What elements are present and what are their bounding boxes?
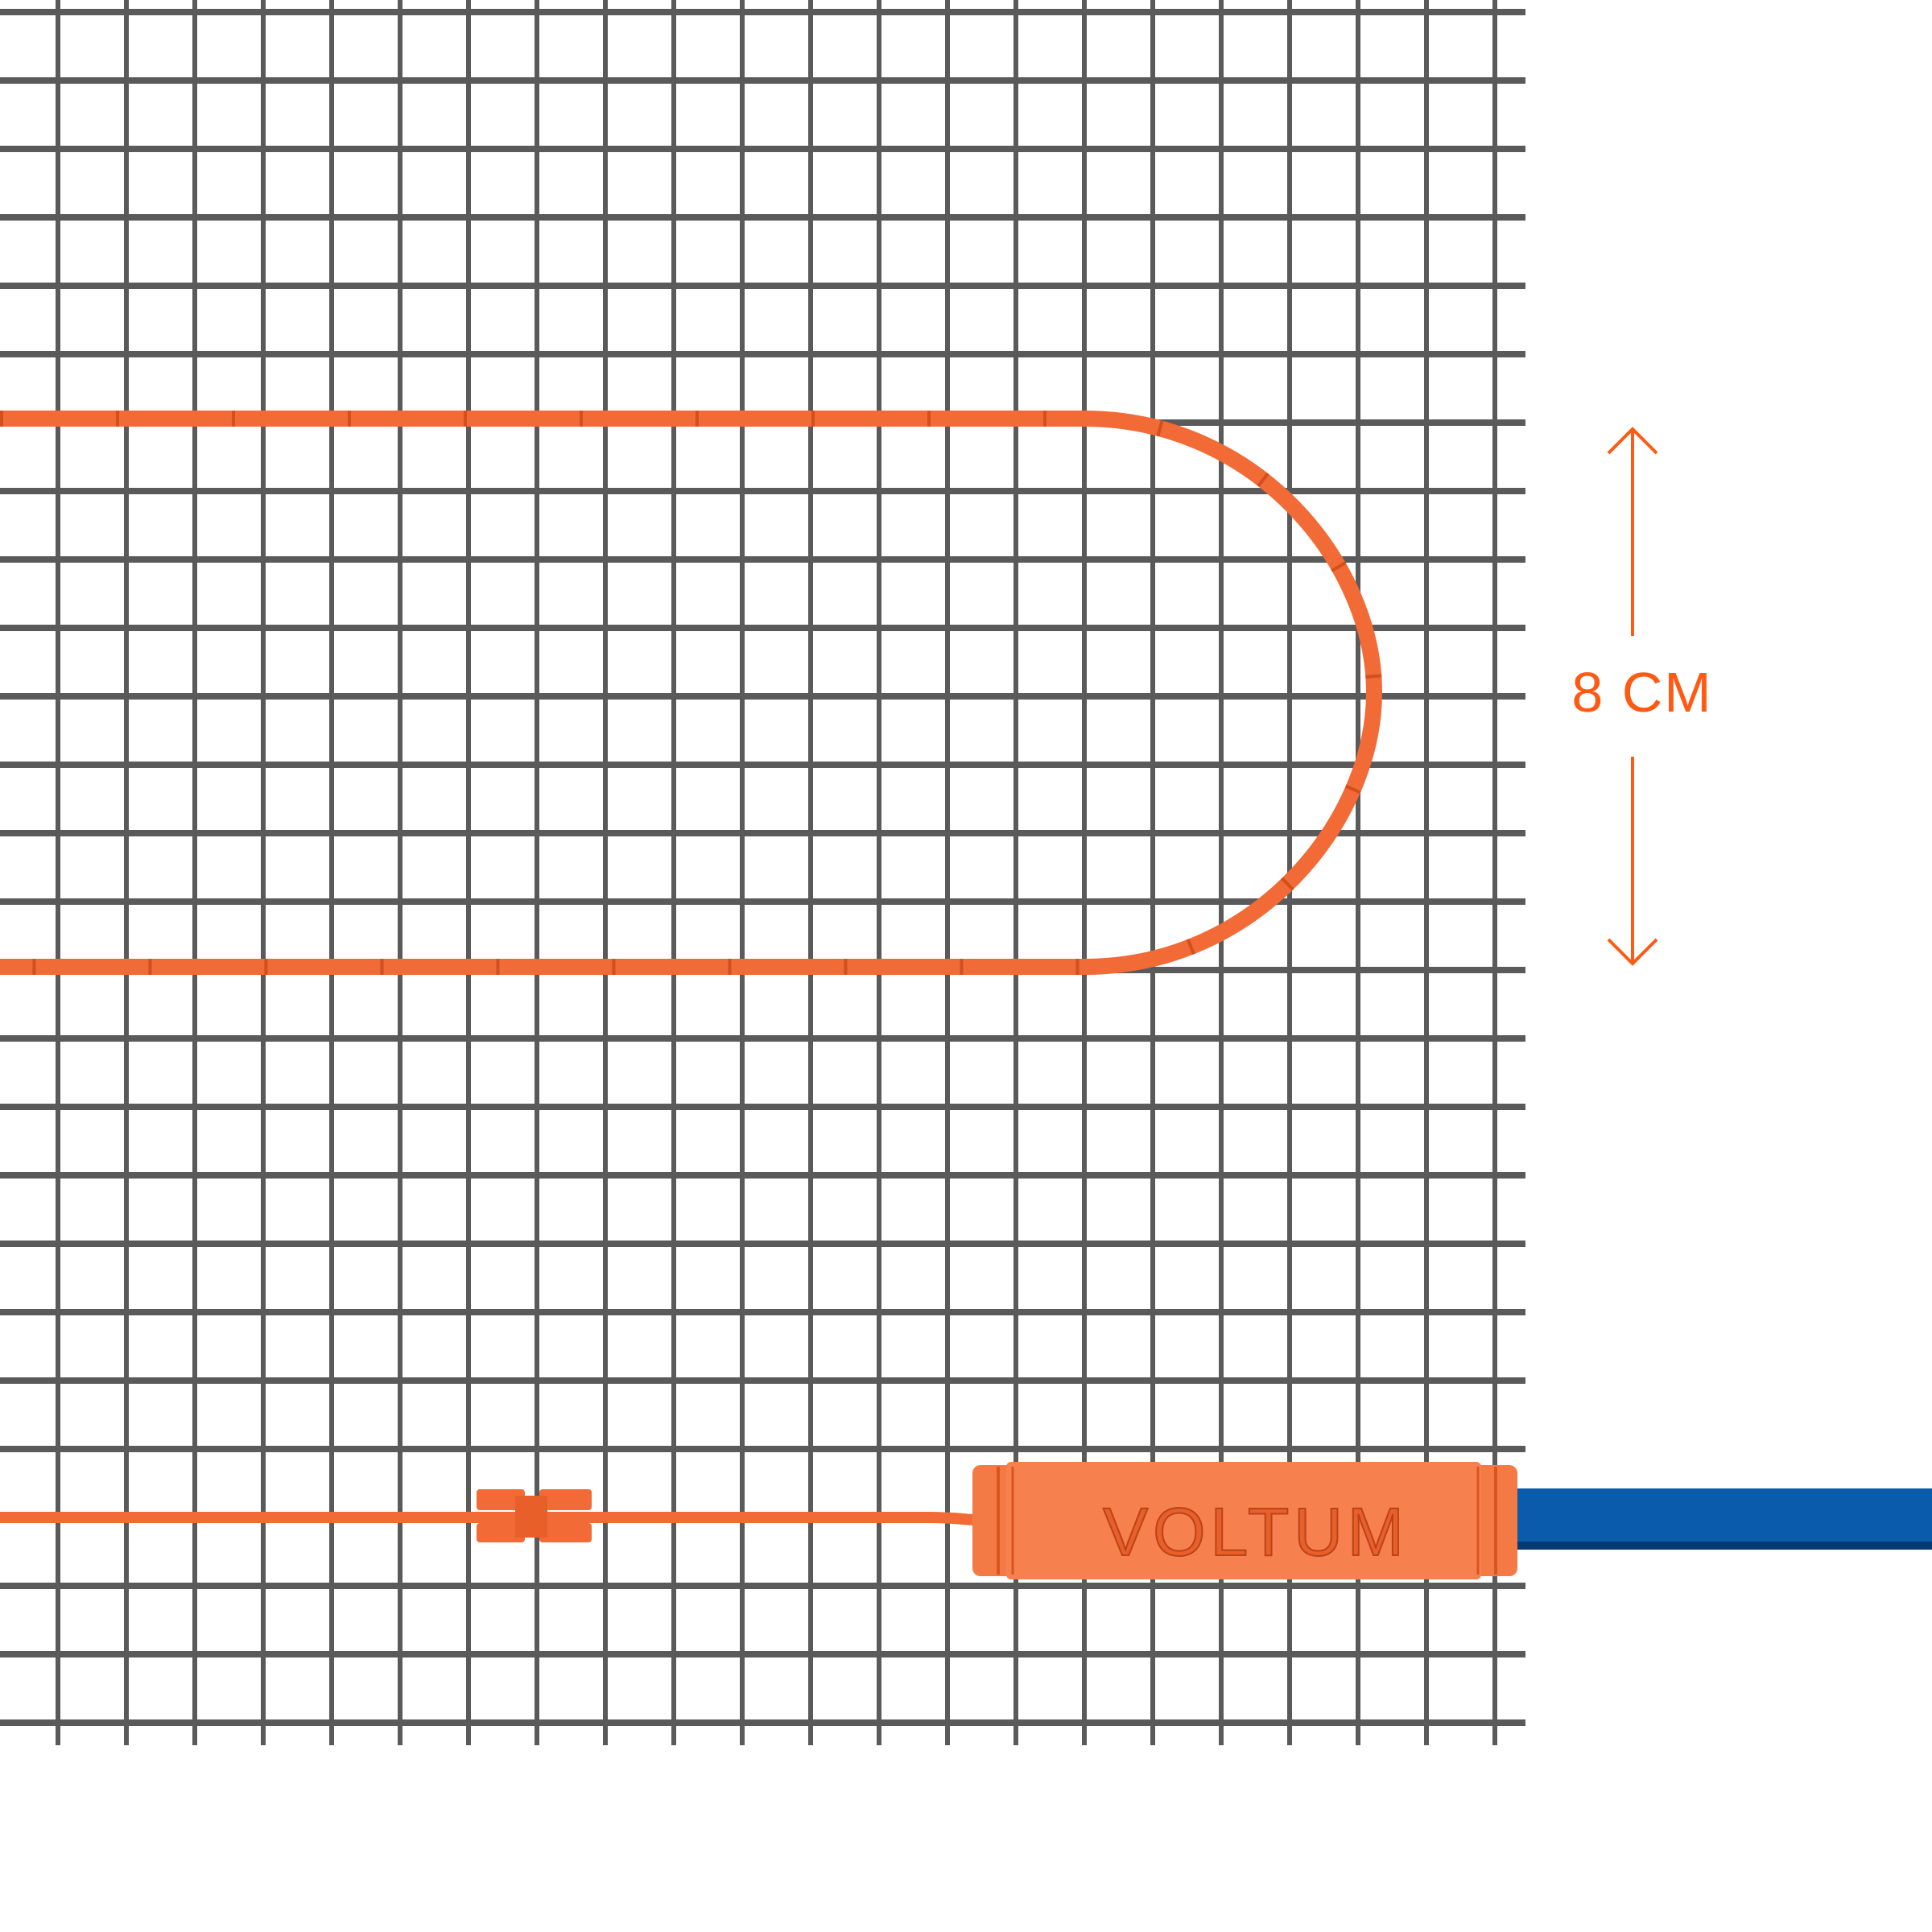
- connector-sleeve: VOLTUM: [972, 1462, 1517, 1579]
- supply-cable: [1513, 1488, 1932, 1550]
- voltum-logo: VOLTUM: [1103, 1494, 1409, 1570]
- heating-cable-loop: [0, 411, 1383, 975]
- cable-clip: [477, 1489, 592, 1542]
- dimension-arrow: [1607, 427, 1658, 966]
- dimension-label: 8 CM: [1571, 661, 1713, 724]
- cold-lead-cable: [0, 1512, 975, 1525]
